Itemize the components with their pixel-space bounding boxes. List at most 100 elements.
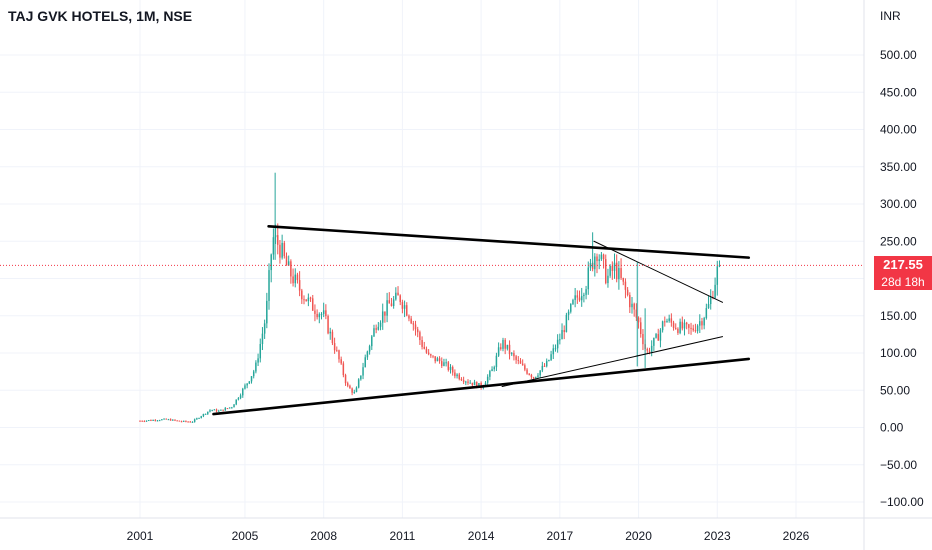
candle-body <box>395 292 397 300</box>
y-tick-label: 250.00 <box>880 234 917 248</box>
y-tick-label: 350.00 <box>880 160 917 174</box>
candle-body <box>292 276 294 284</box>
candle-body <box>635 309 638 318</box>
candle-body <box>456 374 458 377</box>
candle-body <box>320 314 323 316</box>
candle-body <box>150 420 152 422</box>
x-tick-label: 2020 <box>625 529 652 543</box>
candle-body <box>668 318 670 321</box>
candle-body <box>443 362 445 366</box>
candle-body <box>342 363 345 376</box>
candle-body <box>375 328 377 330</box>
candle-body <box>629 294 631 308</box>
candle-body <box>469 382 471 384</box>
candle-body <box>193 419 196 422</box>
y-tick-label: 300.00 <box>880 197 917 211</box>
candle-body <box>202 413 205 417</box>
candle-body <box>515 356 517 360</box>
candle-body <box>620 268 622 278</box>
candle-body <box>305 299 307 302</box>
x-tick-label: 2008 <box>310 529 337 543</box>
y-tick-label: 500.00 <box>880 48 917 62</box>
candle-body <box>580 296 583 301</box>
candle-body <box>637 317 640 323</box>
candle-body <box>510 353 513 355</box>
candle-body <box>235 399 237 405</box>
y-tick-label: 50.00 <box>880 383 910 397</box>
candle-body <box>574 295 576 300</box>
candle-body <box>145 420 148 422</box>
candle-body <box>535 376 537 378</box>
candle-body <box>196 418 198 420</box>
candle-body <box>154 419 157 421</box>
candle-body <box>303 299 305 301</box>
candle-body <box>163 418 165 420</box>
candle-body <box>141 420 143 422</box>
candle-body <box>554 348 557 350</box>
candle-body <box>460 378 463 381</box>
candle-body <box>451 366 454 373</box>
candle-body <box>596 256 598 262</box>
candle-body <box>178 420 181 422</box>
candle-body <box>287 261 290 266</box>
candle-body <box>401 302 404 309</box>
candle-body <box>677 328 679 333</box>
x-tick-label: 2023 <box>704 529 731 543</box>
candle-body <box>458 374 461 379</box>
candle-body <box>298 280 301 291</box>
candle-body <box>475 381 478 388</box>
candle-body <box>399 295 401 303</box>
candle-body <box>445 362 447 364</box>
candle-body <box>600 254 603 260</box>
candle-body <box>266 300 268 324</box>
candle-body <box>683 322 686 329</box>
y-tick-label: 450.00 <box>880 85 917 99</box>
candle-body <box>261 333 264 345</box>
candle-body <box>318 314 321 318</box>
candle-body <box>384 311 386 316</box>
candle-body <box>524 365 526 370</box>
candle-body <box>331 331 334 344</box>
candle-body <box>349 385 351 389</box>
candle-body <box>182 420 185 422</box>
candle-body <box>438 358 441 362</box>
candle-body <box>692 328 694 331</box>
x-tick-label: 2017 <box>546 529 573 543</box>
candle-body <box>338 350 340 360</box>
candle-body <box>174 419 176 421</box>
candle-body <box>648 350 651 352</box>
candle-body <box>231 407 233 409</box>
candle-body <box>543 365 546 367</box>
candle-body <box>270 254 272 271</box>
candle-body <box>609 266 611 276</box>
candle-body <box>390 303 393 307</box>
candle-body <box>222 409 224 411</box>
candle-body <box>495 355 498 368</box>
candle-body <box>661 321 664 331</box>
candle-body <box>705 308 708 319</box>
candle-body <box>657 334 659 341</box>
candle-body <box>696 325 699 332</box>
candle-body <box>217 410 220 412</box>
candle-body <box>500 347 502 349</box>
candle-body <box>392 299 395 307</box>
candle-body <box>427 352 430 355</box>
candle-body <box>172 419 174 421</box>
candle-body <box>655 334 657 338</box>
candle-body <box>285 256 288 266</box>
candle-body <box>672 322 675 328</box>
candle-body <box>545 360 548 367</box>
candle-body <box>570 303 572 312</box>
candle-body <box>169 419 172 421</box>
candle-body <box>268 270 270 301</box>
y-tick-label: 0.00 <box>880 421 904 435</box>
candle-body <box>340 359 342 364</box>
candle-body <box>552 348 555 355</box>
candle-body <box>528 373 530 375</box>
candle-body <box>368 346 371 352</box>
candle-body <box>211 409 213 411</box>
candle-body <box>397 292 399 296</box>
candle-body <box>567 311 570 315</box>
candle-body <box>674 327 677 329</box>
